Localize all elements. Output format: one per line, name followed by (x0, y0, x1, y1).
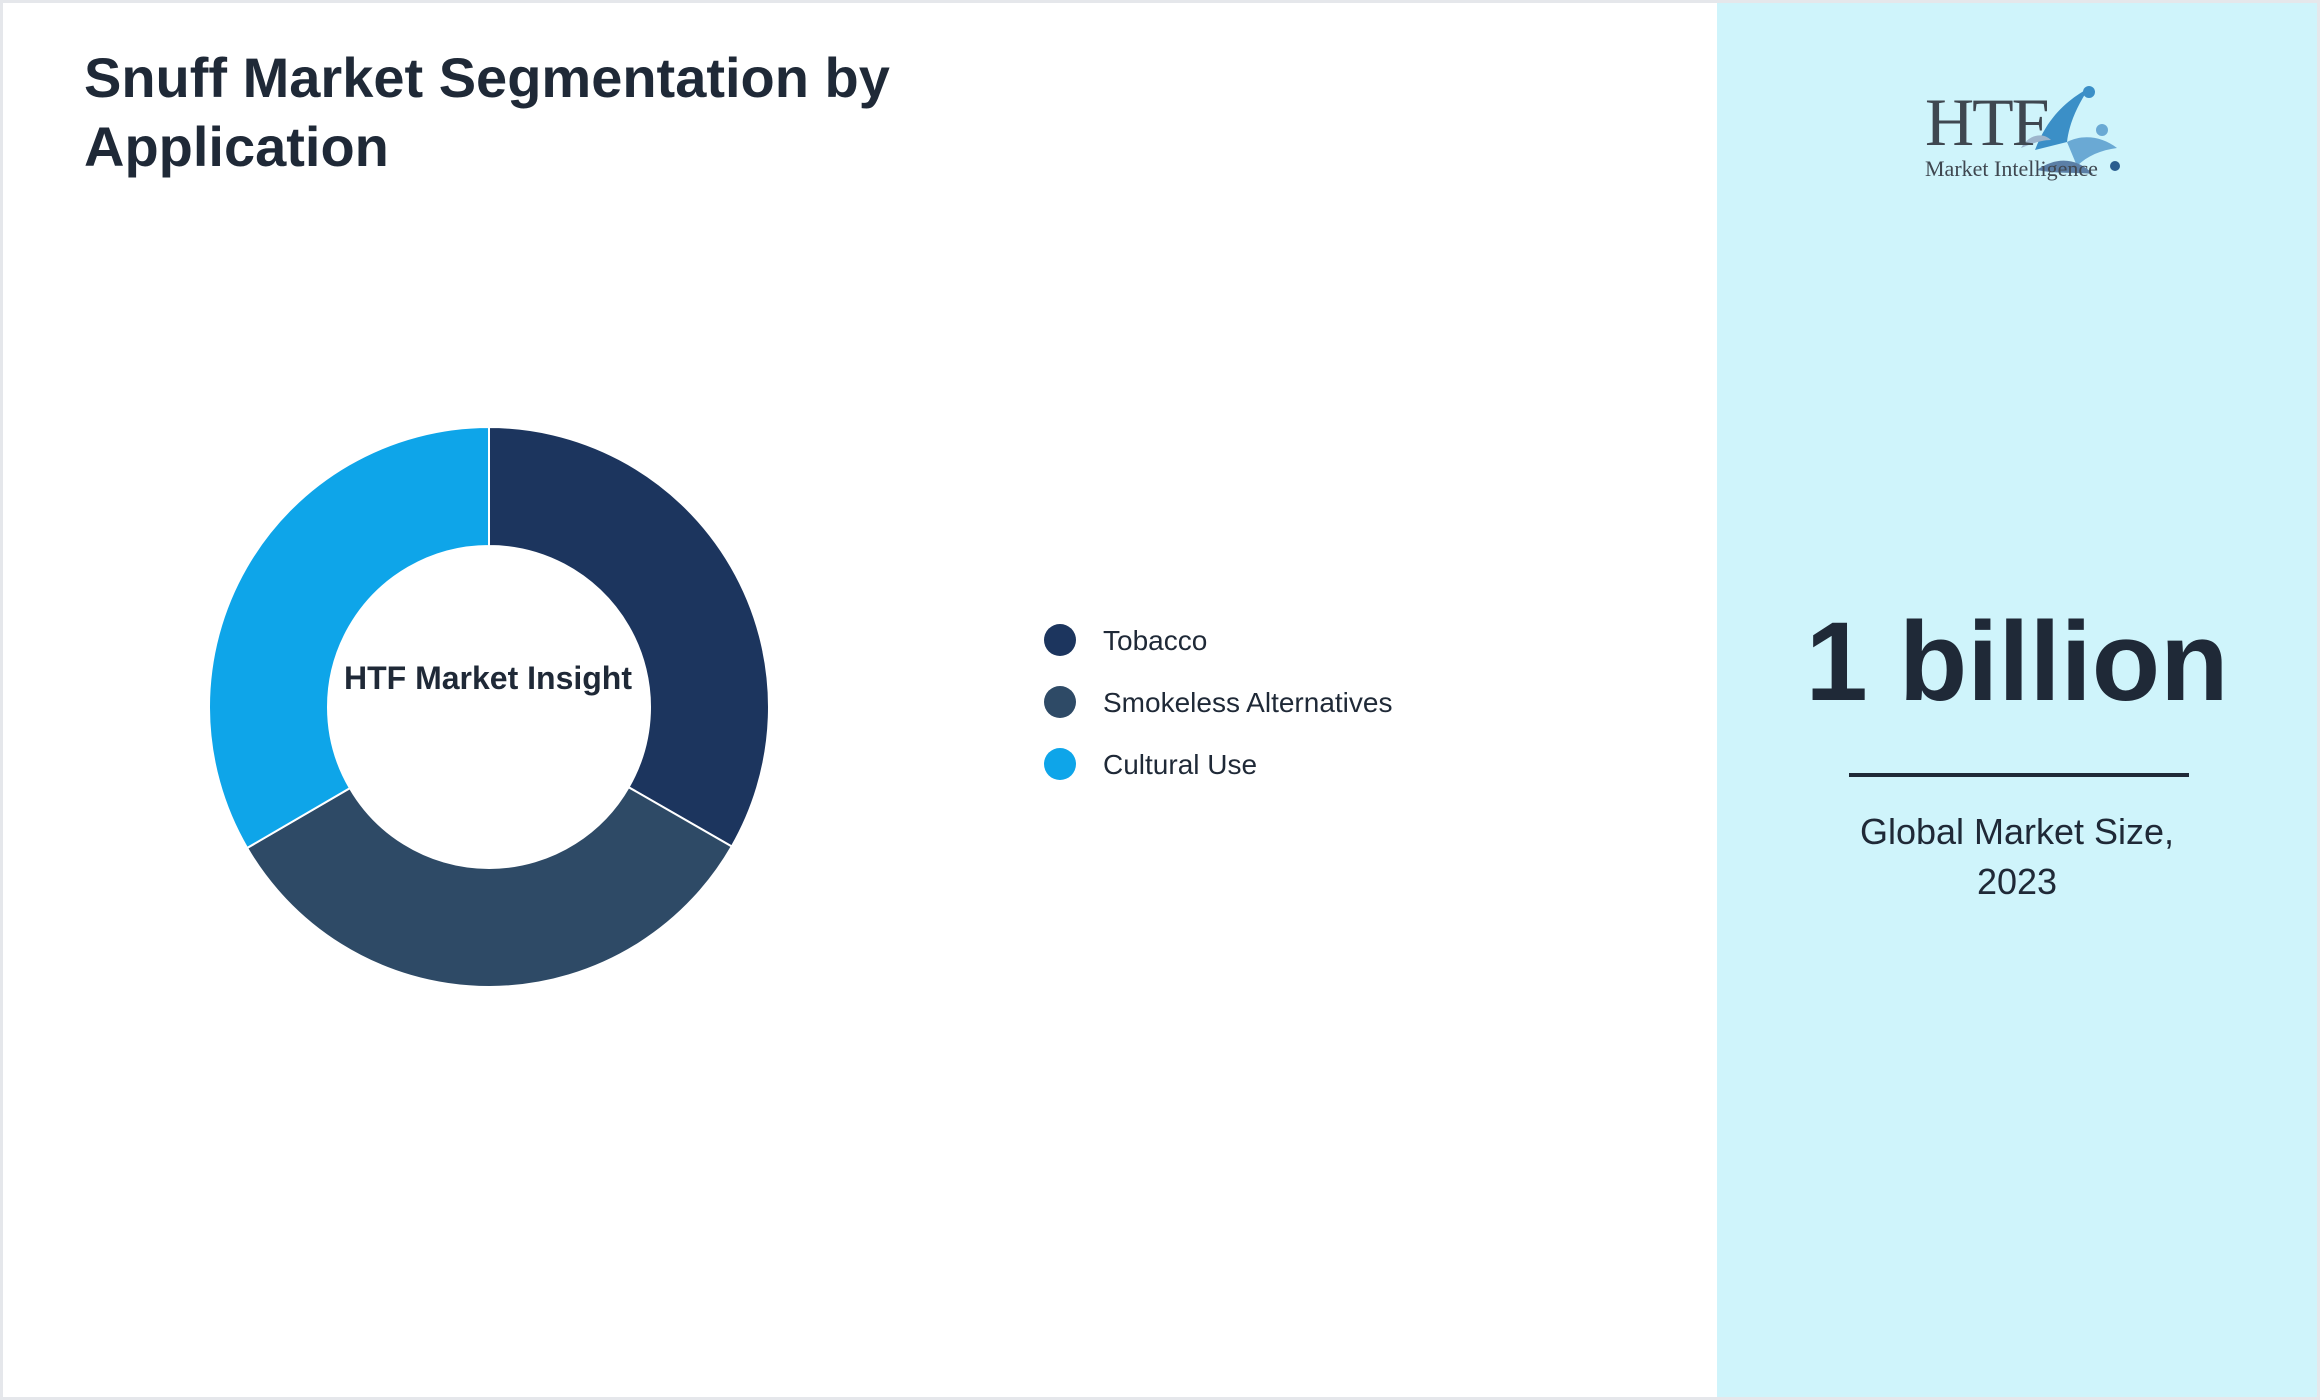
donut-slice-smokeless-alternatives (245, 785, 734, 988)
report-card: Snuff Market Segmentation by Application… (3, 3, 2317, 1397)
legend-label: Cultural Use (1103, 749, 1258, 780)
logo-wordmark: HTF (1925, 84, 2049, 160)
market-size-caption: Global Market Size, 2023 (1717, 807, 2317, 907)
donut-center-label: HTF Market Insight (343, 660, 632, 696)
metric-divider (1849, 773, 2189, 777)
donut-slice-cultural-use (208, 425, 490, 850)
donut-slice-tobacco (488, 425, 770, 848)
chart-title: Snuff Market Segmentation by Application (84, 46, 890, 178)
logo-swoosh-icon (2021, 86, 2120, 174)
donut-chart (208, 425, 770, 988)
legend-label: Tobacco (1103, 625, 1208, 656)
chart-panel: Snuff Market Segmentation by Application… (3, 3, 1717, 1397)
legend-swatch (1044, 686, 1076, 718)
legend-swatch (1044, 624, 1076, 656)
logo-subtitle: Market Intelligence (1925, 156, 2098, 181)
market-size-value: 1 billion (1805, 599, 2229, 724)
legend-swatch (1044, 748, 1076, 780)
htf-logo: HTF Market Intelligence (1917, 78, 2127, 188)
caption-line-2: 2023 (1976, 861, 2058, 902)
metric-panel: HTF Market Intelligence 1 billion Global… (1717, 3, 2317, 1397)
legend-label: Smokeless Alternatives (1103, 687, 1393, 718)
caption-line-1: Global Market Size, (1859, 811, 2175, 852)
